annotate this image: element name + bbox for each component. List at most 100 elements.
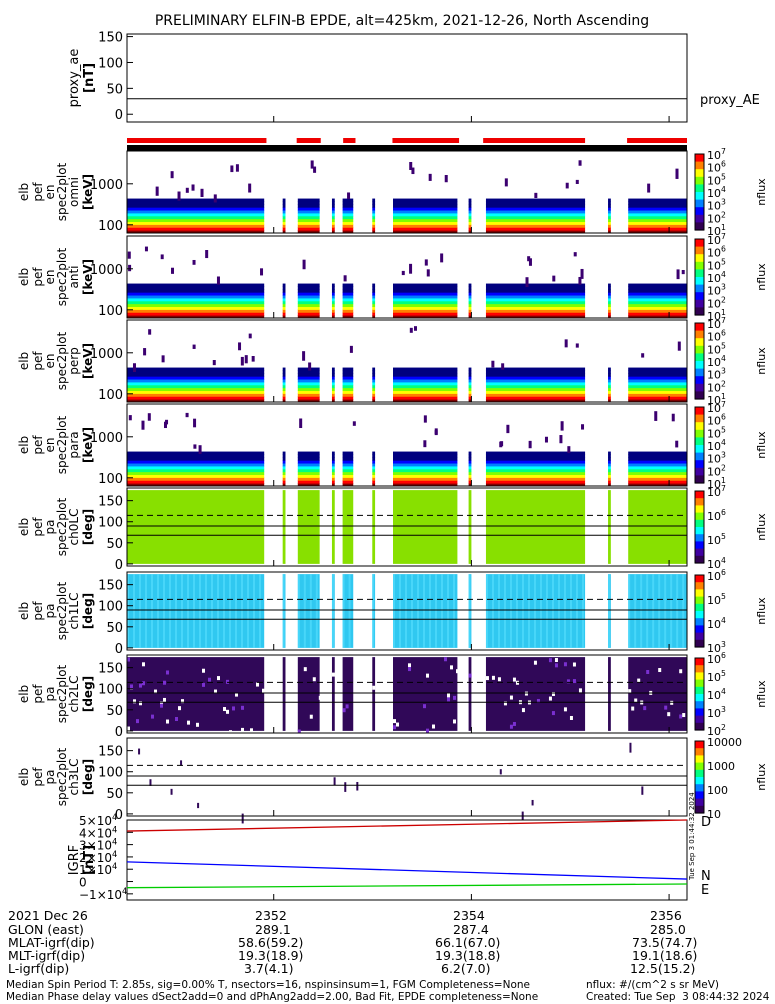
energy-band: [372, 230, 376, 234]
energy-speckle: [675, 440, 679, 448]
energy-speckle: [185, 412, 189, 418]
colorbar-cell: [695, 809, 704, 812]
energy-band: [628, 215, 687, 220]
energy-band: [628, 483, 687, 487]
panel-ylabel-line: perp: [67, 347, 81, 375]
energy-band: [342, 286, 354, 290]
colorbar-cell: [695, 397, 704, 400]
pitch-stripe: [485, 574, 488, 648]
pitch-gap: [450, 665, 453, 670]
energy-band: [282, 198, 286, 202]
energy-band: [342, 201, 354, 205]
panel-frame: [126, 487, 688, 567]
pitch-speck: [241, 705, 244, 710]
igrf-series-e: [126, 883, 688, 889]
energy-band: [372, 300, 376, 305]
energy-band: [628, 477, 687, 481]
pitch-speck: [468, 673, 472, 678]
energy-band: [282, 393, 286, 397]
colorbar-cell: [695, 303, 704, 307]
footer-line1-left: Median Spin Period T: 2.85s, sig=0.00% T…: [6, 979, 530, 991]
energy-band: [485, 289, 586, 293]
energy-speckle: [671, 413, 675, 422]
colorbar-cell: [695, 475, 704, 478]
pitch-stripe: [509, 574, 512, 648]
colorbar-tick-label: 103: [707, 367, 726, 382]
energy-band: [628, 221, 687, 225]
colorbar-cell: [695, 688, 704, 691]
date-label: 2021 Dec 26: [8, 908, 88, 923]
energy-band: [372, 201, 376, 205]
energy-band: [331, 471, 335, 476]
colorbar-cell: [695, 509, 704, 512]
energy-speckle: [127, 251, 131, 259]
colorbar-cell: [695, 554, 704, 557]
energy-band: [342, 367, 354, 371]
energy-band: [282, 230, 286, 234]
pitch-stripe: [259, 574, 261, 648]
energy-speckle: [504, 178, 508, 187]
colorbar-cell: [695, 391, 704, 394]
energy-band: [297, 201, 320, 205]
colorbar-cell: [695, 717, 704, 720]
energy-band: [342, 295, 354, 299]
panel-ylabel-line: spec2plot: [55, 331, 69, 390]
energy-speckle: [144, 246, 148, 252]
energy-band: [282, 463, 286, 467]
energy-band: [127, 218, 265, 223]
igrf-series-d: [126, 819, 688, 832]
energy-band: [372, 221, 376, 225]
energy-band: [342, 474, 354, 478]
tick-mlt-3: 19.1(18.6): [632, 948, 698, 963]
panel-ylabel-line: spec2plot: [55, 747, 69, 806]
pitch-stripe: [640, 574, 643, 648]
colorbar-cell: [695, 242, 704, 246]
energy-band: [282, 390, 286, 394]
energy-band: [331, 201, 335, 205]
energy-band: [393, 381, 458, 386]
colorbar-cell: [695, 676, 704, 679]
pitch-gap: [127, 726, 130, 731]
pitch-stripe: [497, 574, 500, 648]
colorbar-cell: [695, 357, 704, 360]
pitch-speck: [664, 705, 668, 710]
energy-speckle: [423, 440, 427, 448]
pitch-gap: [178, 706, 181, 711]
energy-band: [393, 465, 458, 470]
panel-ylabel-line: pa: [43, 687, 57, 702]
energy-speckle: [424, 259, 428, 266]
colorbar-cell: [695, 216, 704, 220]
colorbar-cell: [695, 594, 704, 598]
colorbar-cell: [695, 376, 704, 379]
colorbar-cell: [695, 282, 704, 286]
energy-band: [608, 399, 611, 403]
energy-band: [608, 463, 611, 467]
colorbar-cell: [695, 694, 704, 697]
energy-band: [342, 207, 354, 211]
energy-band: [282, 201, 286, 205]
panel-ytick-label: 100: [98, 683, 123, 698]
energy-speckle: [506, 424, 510, 434]
energy-band: [608, 396, 611, 400]
panel-yunit: [deg]: [81, 509, 95, 545]
pitch-stripe: [503, 574, 506, 648]
energy-band: [331, 468, 335, 473]
colorbar-cell: [695, 252, 704, 255]
colorbar-cell: [695, 387, 704, 391]
energy-band: [342, 379, 354, 383]
energy-band: [297, 207, 320, 211]
energy-band: [485, 230, 586, 234]
tick-l-1: 3.7(4.1): [244, 961, 294, 976]
energy-band: [127, 230, 265, 234]
energy-band: [468, 286, 472, 290]
pitch-gap: [223, 707, 226, 712]
energy-band: [297, 212, 320, 217]
pitch-stripe: [247, 574, 249, 648]
pitch-gap: [309, 714, 313, 719]
energy-band: [282, 387, 286, 392]
energy-band: [468, 292, 472, 296]
colorbar-cell: [695, 681, 704, 684]
energy-band: [331, 300, 335, 305]
energy-band: [127, 309, 265, 313]
